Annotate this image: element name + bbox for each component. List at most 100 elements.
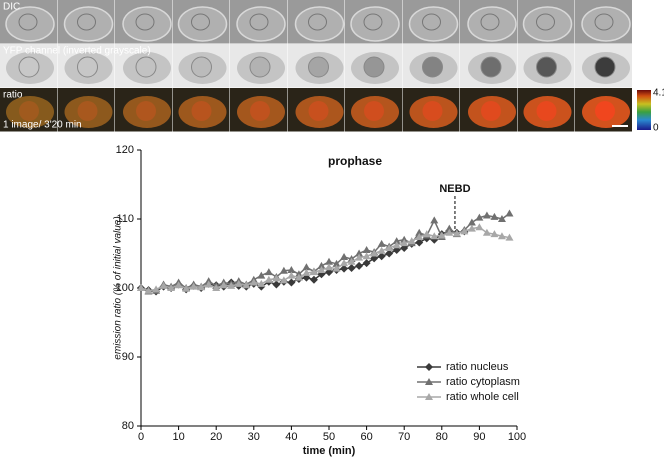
x-tick-label: 40: [285, 431, 297, 443]
point: [317, 266, 326, 274]
point: [234, 279, 243, 287]
point: [212, 284, 221, 291]
y-tick-label: 110: [116, 213, 134, 225]
row-label: YFP channel (inverted grayscale): [3, 46, 151, 57]
point: [264, 268, 273, 276]
dic-nucleus: [594, 13, 614, 31]
dic-cell: [122, 6, 172, 42]
point: [227, 281, 236, 289]
point: [437, 231, 446, 239]
dic-cell: [5, 6, 55, 42]
ratio-nucleus: [136, 101, 156, 121]
point: [377, 252, 386, 261]
point: [422, 230, 431, 238]
point: [137, 284, 145, 291]
yfp-nucleus: [135, 56, 157, 78]
x-tick-label: 0: [138, 431, 144, 443]
dic-cell: [63, 6, 114, 42]
row-label: DIC: [3, 2, 20, 13]
point: [189, 282, 198, 290]
point: [377, 239, 386, 247]
point: [242, 281, 251, 289]
point: [279, 266, 288, 274]
point: [332, 264, 341, 272]
point: [355, 253, 364, 261]
dic-nucleus: [308, 13, 327, 31]
x-tick-label: 50: [323, 431, 335, 443]
point: [475, 213, 484, 221]
yfp-nucleus: [594, 56, 616, 78]
dic-cell: [581, 6, 631, 42]
dic-nucleus: [249, 13, 269, 31]
colorbar-max: 4.1: [653, 88, 664, 99]
point: [385, 249, 394, 258]
point: [467, 224, 476, 232]
point: [332, 259, 341, 267]
x-tick-label: 10: [172, 431, 184, 443]
ratio-nucleus: [77, 101, 98, 121]
point: [505, 209, 514, 217]
point: [340, 259, 349, 267]
point: [167, 284, 176, 291]
dic-nucleus: [363, 13, 383, 31]
point: [294, 273, 303, 281]
yfp-nucleus: [422, 56, 443, 78]
point: [272, 274, 281, 282]
yfp-nucleus: [536, 56, 557, 78]
dic-nucleus: [480, 13, 500, 31]
point: [347, 257, 356, 265]
point: [340, 252, 349, 260]
point: [272, 280, 281, 289]
x-tick-label: 90: [473, 431, 485, 443]
point: [452, 229, 461, 237]
y-tick-label: 90: [122, 351, 134, 363]
x-axis-label: time (min): [303, 445, 356, 457]
legend-marker: [425, 363, 433, 371]
point: [362, 252, 371, 260]
point: [264, 275, 273, 283]
dic-cell: [522, 6, 573, 42]
legend-marker: [425, 378, 433, 385]
dic-nucleus: [18, 13, 38, 31]
yfp-nucleus: [480, 56, 502, 78]
y-tick-label: 100: [116, 282, 134, 294]
legend-label: ratio whole cell: [446, 391, 519, 403]
point: [415, 228, 424, 236]
ratio-nucleus: [19, 101, 39, 121]
point: [445, 228, 454, 236]
ratio-nucleus: [481, 101, 501, 121]
point: [430, 216, 439, 224]
point: [497, 215, 506, 222]
legend-label: ratio cytoplasm: [446, 376, 520, 388]
dic-nucleus: [77, 13, 96, 31]
point: [325, 257, 333, 265]
point: [287, 266, 296, 274]
strip-caption: 1 image/ 3'20 min: [3, 120, 82, 131]
point: [197, 283, 206, 291]
image-strip: DIC YFP channel (inverted grayscale) ratio…: [0, 0, 632, 132]
dic-cell: [236, 6, 286, 42]
point: [415, 232, 424, 240]
point: [400, 239, 409, 247]
point: [144, 286, 153, 294]
point: [174, 281, 183, 289]
ratio-nucleus: [364, 101, 384, 121]
point: [497, 232, 506, 240]
dic-nucleus: [191, 13, 210, 31]
dic-cell: [467, 6, 517, 42]
point: [460, 227, 469, 235]
ratio-nucleus: [536, 101, 557, 121]
point: [159, 281, 168, 289]
point: [482, 211, 491, 219]
dic-nucleus: [422, 13, 441, 31]
point: [309, 268, 318, 276]
point: [152, 285, 161, 293]
yfp-nucleus: [308, 56, 329, 78]
point: [392, 241, 401, 249]
ratio-nucleus: [422, 101, 443, 121]
ratio-nucleus: [595, 101, 615, 121]
point: [219, 281, 228, 289]
point: [287, 278, 296, 287]
colorbar-min: 0: [653, 123, 659, 134]
yfp-nucleus: [249, 56, 271, 78]
